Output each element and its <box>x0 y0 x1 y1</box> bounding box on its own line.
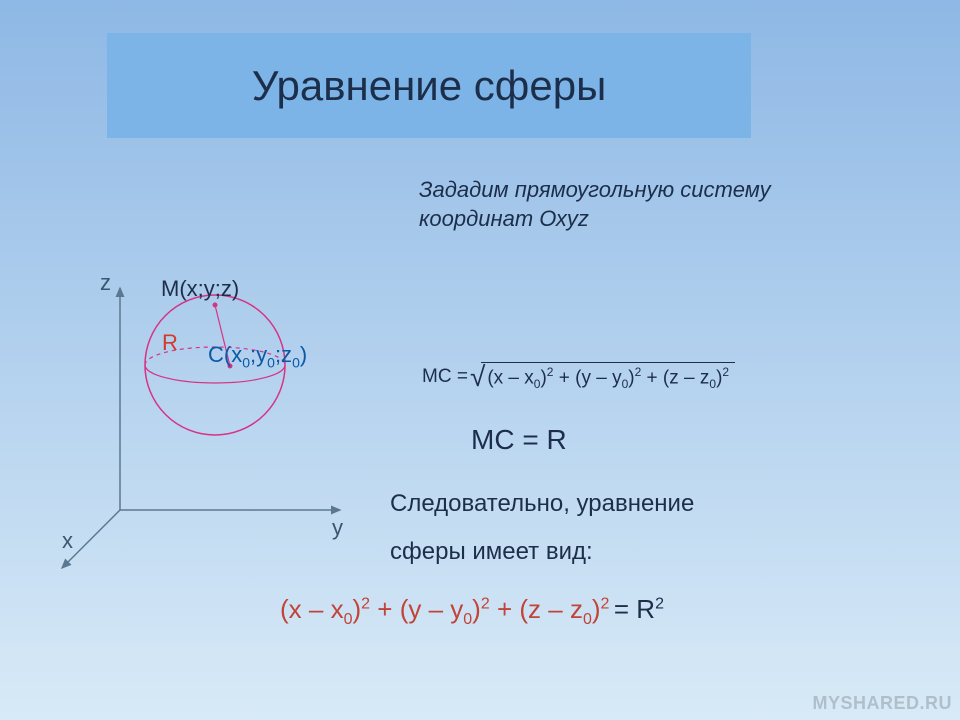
conclusion-line2: сферы имеет вид: <box>390 538 593 566</box>
conclusion-line1: Следовательно, уравнение <box>390 490 694 518</box>
point-m-label: M(x;y;z) <box>161 276 239 302</box>
mc-rhs: (x – x0)2 + (y – y0)2 + (z – z0)2 <box>481 362 735 391</box>
slide: Уравнение сферы Зададим прямоугольную си… <box>0 0 960 720</box>
watermark: MYSHARED.RU <box>812 693 952 714</box>
intro-line1: Зададим прямоугольную систему <box>419 177 771 202</box>
slide-title: Уравнение сферы <box>252 62 607 110</box>
diagram-svg <box>40 270 400 590</box>
radius-label: R <box>162 330 178 356</box>
title-box: Уравнение сферы <box>107 33 751 138</box>
point-c-label: C(x0;y0;z0) <box>208 342 307 370</box>
sphere-equation: (x – x0)2 + (y – y0)2 + (z – z0)2 = R2 <box>280 594 664 629</box>
mc-equals-r: MC = R <box>471 424 567 456</box>
equation-lhs: (x – x0)2 + (y – y0)2 + (z – z0)2 <box>280 594 614 624</box>
axis-x-label: x <box>62 528 73 554</box>
intro-text: Зададим прямоугольную систему координат … <box>419 176 771 233</box>
axis-y-label: y <box>332 515 343 541</box>
axis-z-label: z <box>100 270 111 296</box>
diagram: z y x M(x;y;z) C(x0;y0;z0) R <box>40 270 400 590</box>
equation-rhs: = R2 <box>614 594 664 624</box>
mc-lhs: МС = <box>422 366 468 388</box>
mc-distance-formula: МС = √ (x – x0)2 + (y – y0)2 + (z – z0)2 <box>422 361 735 393</box>
intro-line2: координат Охyz <box>419 206 589 231</box>
